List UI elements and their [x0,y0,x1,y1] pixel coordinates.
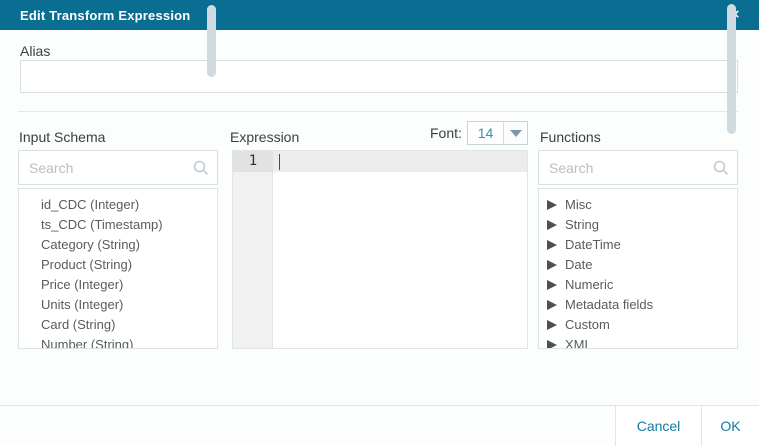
function-category-item[interactable]: Numeric [539,275,737,295]
input-schema-search-box [18,150,218,185]
search-icon [193,160,208,175]
function-category-label: String [565,217,599,232]
function-category-label: Custom [565,317,610,332]
expand-arrow-icon[interactable] [547,200,557,210]
input-schema-search-input[interactable] [19,151,217,184]
function-category-label: Misc [565,197,592,212]
function-category-label: XML [565,337,592,349]
expand-arrow-icon[interactable] [547,300,557,310]
function-category-item[interactable]: DateTime [539,235,737,255]
functions-scrollbar[interactable] [727,4,736,134]
expression-editor[interactable]: 1 [232,150,528,349]
search-icon [713,160,728,175]
functions-search-input[interactable] [539,151,737,184]
section-divider [18,111,738,112]
function-category-label: DateTime [565,237,621,252]
schema-field-item[interactable]: Card (String) [41,317,116,332]
expand-arrow-icon[interactable] [547,220,557,230]
schema-field-item[interactable]: Number (String) [41,337,134,349]
function-category-item[interactable]: Custom [539,315,737,335]
schema-field-item[interactable]: ts_CDC (Timestamp) [41,217,163,232]
function-category-item[interactable]: XML [539,335,737,349]
functions-label: Functions [540,129,601,145]
function-category-item[interactable]: Misc [539,195,737,215]
function-category-item[interactable]: Metadata fields [539,295,737,315]
editor-line-number: 1 [233,151,273,172]
footer-divider [0,405,759,406]
editor-gutter [233,151,273,348]
schema-field-item[interactable]: Product (String) [41,257,133,272]
font-size-value: 14 [468,122,504,144]
function-category-label: Numeric [565,277,614,292]
schema-field-item[interactable]: Price (Integer) [41,277,124,292]
schema-field-item[interactable]: Category (String) [41,237,140,252]
editor-text[interactable] [279,151,527,172]
font-size-dropdown-button[interactable] [504,122,527,144]
functions-list: Misc String DateTime Date Numeric [538,188,738,349]
chevron-down-icon [509,129,522,137]
expand-arrow-icon[interactable] [547,320,557,330]
schema-field-item[interactable]: id_CDC (Integer) [41,197,140,212]
expand-arrow-icon[interactable] [547,240,557,250]
dialog-header: Edit Transform Expression × [0,0,759,30]
font-label: Font: [430,125,462,141]
expression-label: Expression [230,129,300,145]
dialog-title: Edit Transform Expression [20,7,191,23]
font-size-dropdown[interactable]: 14 [467,121,528,145]
function-category-item[interactable]: Date [539,255,737,275]
schema-field-item[interactable]: Units (Integer) [41,297,124,312]
editor-active-line [233,151,527,172]
alias-input[interactable] [20,60,738,93]
function-category-label: Date [565,257,593,272]
editor-caret [279,154,280,170]
function-category-label: Metadata fields [565,297,654,312]
input-schema-list: id_CDC (Integer) ts_CDC (Timestamp) Cate… [18,188,218,349]
function-category-item[interactable]: String [539,215,737,235]
ok-button[interactable]: OK [701,406,759,446]
input-schema-label: Input Schema [19,129,106,145]
expand-arrow-icon[interactable] [547,260,557,270]
functions-search-box [538,150,738,185]
alias-label: Alias [20,43,51,59]
input-schema-scrollbar[interactable] [207,5,216,77]
expand-arrow-icon[interactable] [547,280,557,290]
expand-arrow-icon[interactable] [547,340,557,348]
cancel-button[interactable]: Cancel [615,406,701,446]
